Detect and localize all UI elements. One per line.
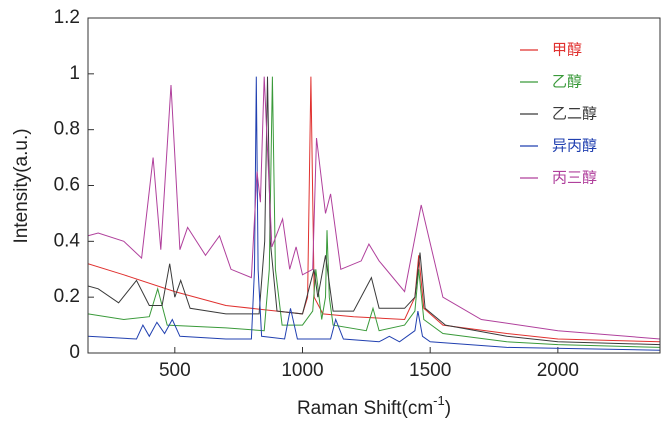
x-tick-label: 1000 — [281, 360, 323, 381]
legend-label: 乙二醇 — [552, 105, 597, 123]
legend-label: 甲醇 — [552, 41, 582, 59]
y-tick-label: 0.8 — [54, 119, 80, 140]
x-tick-label: 1500 — [409, 360, 451, 381]
y-tick-label: 0.4 — [54, 230, 81, 251]
legend-label: 乙醇 — [552, 73, 582, 91]
y-tick-label: 1 — [69, 63, 80, 84]
series-line — [88, 76, 660, 340]
x-axis-label: Raman Shift(cm-1) — [297, 393, 451, 419]
y-tick-label: 0.6 — [54, 175, 80, 196]
x-axis-label-text: Raman Shift(cm — [297, 398, 433, 419]
y-tick-label: 1.2 — [54, 7, 80, 28]
series-line — [88, 76, 660, 348]
legend-label: 丙三醇 — [552, 169, 597, 187]
legend-label: 异丙醇 — [552, 137, 597, 155]
y-axis-label: Intensity(a.u.) — [11, 128, 32, 243]
series-line — [88, 76, 660, 351]
x-tick-label: 2000 — [537, 360, 579, 381]
y-tick-label: 0.2 — [54, 286, 80, 307]
plot-frame — [87, 17, 661, 354]
x-tick-label: 500 — [159, 360, 191, 381]
x-axis-label-suffix: ) — [445, 398, 451, 419]
x-axis-label-sup: -1 — [433, 393, 445, 408]
legend-box — [490, 30, 640, 202]
y-tick-label: 0 — [69, 342, 80, 363]
